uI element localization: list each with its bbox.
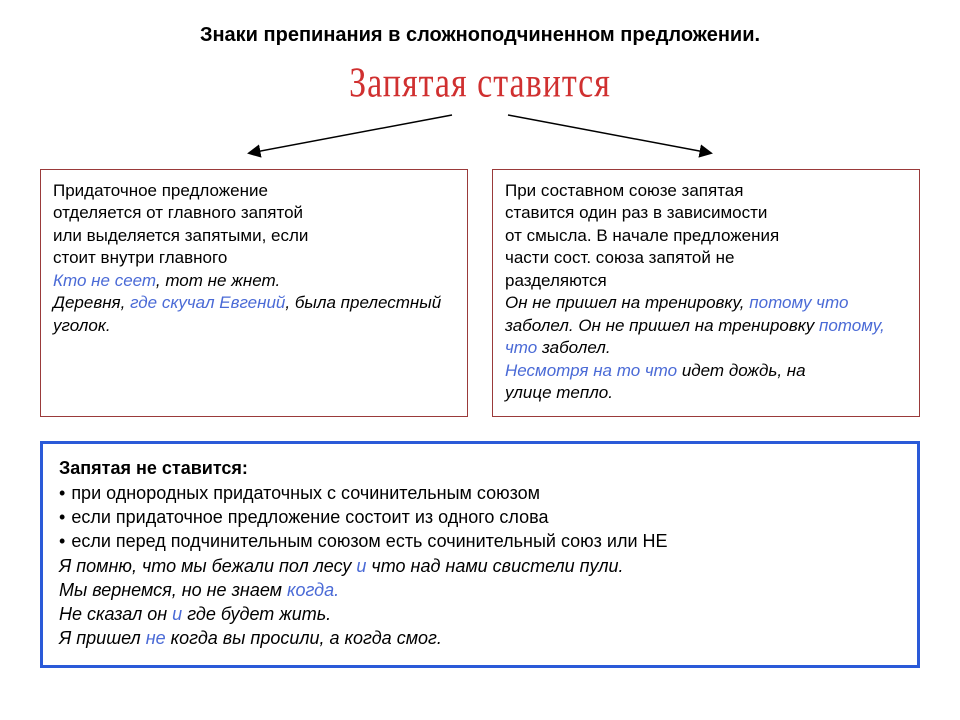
example-text: заболел. bbox=[537, 338, 610, 357]
highlight-text: потому что bbox=[749, 293, 848, 312]
summary-lead: Запятая не ставится: bbox=[59, 456, 901, 480]
example-text: , тот не жнет. bbox=[156, 271, 280, 290]
right-rule-text: При составном союзе запятая ставится оди… bbox=[505, 180, 907, 292]
arrows-diagram bbox=[40, 109, 920, 165]
example-text: заболел. Он не пришел на тренировку bbox=[505, 316, 819, 335]
example-text: Деревня, bbox=[53, 293, 130, 312]
example-text: улице тепло. bbox=[505, 383, 613, 402]
text-line: отделяется от главного запятой bbox=[53, 203, 303, 222]
left-example-2: Деревня, где скучал Евгений, была прелес… bbox=[53, 292, 455, 337]
example-text: идет дождь, на bbox=[677, 361, 806, 380]
highlight-text: Несмотря на то что bbox=[505, 361, 677, 380]
text-line: ставится один раз в зависимости bbox=[505, 203, 767, 222]
left-rule-box: Придаточное предложение отделяется от гл… bbox=[40, 169, 468, 417]
bullet-item: если придаточное предложение состоит из … bbox=[59, 505, 901, 529]
summary-box: Запятая не ставится: при однородных прид… bbox=[40, 441, 920, 667]
example-text: где будет жить. bbox=[182, 604, 331, 624]
summary-example-1: Я помню, что мы бежали пол лесу и что на… bbox=[59, 554, 901, 578]
example-text: Я пришел bbox=[59, 628, 146, 648]
example-text: когда вы просили, а когда смог. bbox=[166, 628, 442, 648]
left-rule-text: Придаточное предложение отделяется от гл… bbox=[53, 180, 455, 270]
text-line: стоит внутри главного bbox=[53, 248, 227, 267]
example-text: Не сказал он bbox=[59, 604, 172, 624]
summary-example-4: Я пришел не когда вы просили, а когда см… bbox=[59, 626, 901, 650]
example-text: Он не пришел на тренировку, bbox=[505, 293, 749, 312]
highlight-text: не bbox=[146, 628, 166, 648]
text-line: Придаточное предложение bbox=[53, 181, 268, 200]
text-line: или выделяется запятыми, если bbox=[53, 226, 308, 245]
subtitle: Запятая ставится bbox=[40, 60, 920, 108]
highlight-text: и bbox=[172, 604, 182, 624]
highlight-text: и bbox=[356, 556, 366, 576]
left-example-1: Кто не сеет, тот не жнет. bbox=[53, 270, 455, 292]
arrow-svg bbox=[220, 109, 740, 165]
bullet-item: при однородных придаточных с сочинительн… bbox=[59, 481, 901, 505]
page-title: Знаки препинания в сложноподчиненном пре… bbox=[40, 24, 920, 47]
highlight-text: Кто не сеет bbox=[53, 271, 156, 290]
arrow-left bbox=[250, 115, 452, 153]
highlight-text: когда. bbox=[287, 580, 339, 600]
highlight-text: где скучал Евгений bbox=[130, 293, 285, 312]
bullet-item: если перед подчинительным союзом есть со… bbox=[59, 529, 901, 553]
text-line: При составном союзе запятая bbox=[505, 181, 743, 200]
arrow-right bbox=[508, 115, 710, 153]
text-line: части сост. союза запятой не bbox=[505, 248, 734, 267]
summary-bullets: при однородных придаточных с сочинительн… bbox=[59, 481, 901, 554]
right-rule-box: При составном союзе запятая ставится оди… bbox=[492, 169, 920, 417]
right-example-1: Он не пришел на тренировку, потому что з… bbox=[505, 292, 907, 359]
example-text: Я помню, что мы бежали пол лесу bbox=[59, 556, 356, 576]
summary-example-3: Не сказал он и где будет жить. bbox=[59, 602, 901, 626]
rule-columns: Придаточное предложение отделяется от гл… bbox=[40, 169, 920, 417]
example-text: Мы вернемся, но не знаем bbox=[59, 580, 287, 600]
text-line: от смысла. В начале предложения bbox=[505, 226, 779, 245]
text-line: разделяются bbox=[505, 271, 607, 290]
right-example-2: Несмотря на то что идет дождь, на улице … bbox=[505, 360, 907, 405]
example-text: что над нами свистели пули. bbox=[366, 556, 623, 576]
summary-example-2: Мы вернемся, но не знаем когда. bbox=[59, 578, 901, 602]
